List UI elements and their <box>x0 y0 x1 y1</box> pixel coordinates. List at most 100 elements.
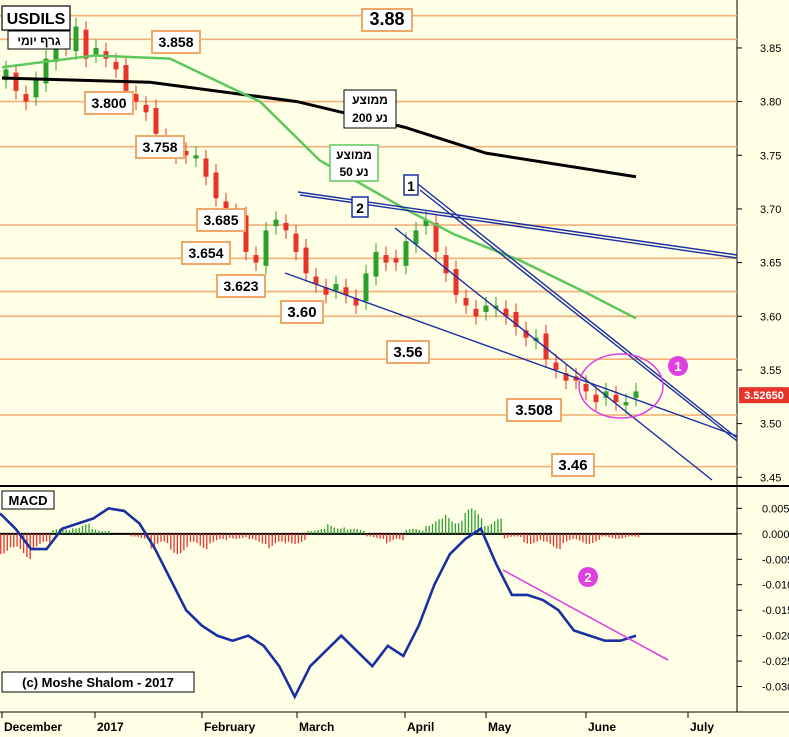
level-label-box <box>280 300 324 324</box>
candle-body <box>363 273 369 302</box>
trend-line <box>284 272 738 437</box>
candle-body <box>493 305 499 309</box>
level-label: 3.623 <box>223 278 258 294</box>
ma200-label-box <box>343 89 397 129</box>
macd-y-tick-label: -0.015 <box>762 605 789 617</box>
macd-y-tick-label: 0.005 <box>762 503 789 515</box>
candle-body <box>623 402 629 406</box>
candle-body <box>243 215 249 252</box>
trend-line <box>394 227 713 481</box>
trend-line <box>419 189 738 442</box>
level-label-box <box>181 241 231 265</box>
candle-body <box>543 333 549 360</box>
level-label-box <box>216 274 266 298</box>
level-label-box <box>386 340 430 364</box>
candle-body <box>123 65 129 91</box>
x-tick-label: March <box>299 720 334 734</box>
candle-body <box>393 258 399 263</box>
ma50-line <box>1 54 637 320</box>
candle-body <box>583 383 589 392</box>
candle-body <box>113 61 119 70</box>
candle-body <box>193 155 199 159</box>
candle-body <box>343 287 349 295</box>
last-price-tag <box>739 387 789 404</box>
candle-body <box>453 269 459 295</box>
candle-body <box>433 222 439 252</box>
candle-body <box>473 308 479 317</box>
ma50-label-box <box>329 144 379 182</box>
level-label-box <box>151 30 201 54</box>
level-label: 3.758 <box>142 139 177 155</box>
level-label: 3.508 <box>515 402 553 419</box>
candle-body <box>43 58 49 84</box>
candle-body <box>133 94 139 102</box>
trendline-1-label-box <box>403 174 419 196</box>
annotation-marker-1 <box>668 356 688 376</box>
candle-body <box>73 26 79 52</box>
x-axis-background <box>0 712 737 737</box>
copyright-text: (c) Moshe Shalom - 2017 <box>22 675 174 690</box>
y-tick-label: 3.50 <box>760 419 781 431</box>
candle-body <box>33 80 39 98</box>
level-label-box <box>135 135 185 159</box>
level-label-box <box>506 398 562 422</box>
level-label-box <box>196 208 246 232</box>
candle-body <box>633 391 639 398</box>
macd-trend-line <box>502 569 669 661</box>
annotation-ellipse <box>578 353 664 419</box>
candle-body <box>523 330 529 338</box>
candle-body <box>23 94 29 102</box>
trend-line <box>297 191 738 256</box>
macd-line <box>0 506 637 700</box>
ma200-label-line2: נע 200 <box>352 111 388 125</box>
macd-title: MACD <box>9 493 48 508</box>
y-tick-label: 3.70 <box>760 204 781 216</box>
candle-body <box>263 230 269 266</box>
macd-y-tick-label: 0.000 <box>762 529 789 541</box>
level-label: 3.654 <box>188 245 223 261</box>
candle-body <box>293 233 299 252</box>
candle-body <box>413 230 419 245</box>
candle-body <box>323 287 329 295</box>
candle-body <box>83 29 89 59</box>
candle-body <box>13 72 19 91</box>
level-label: 3.800 <box>91 95 126 111</box>
candle-body <box>383 255 389 263</box>
candle-body <box>403 241 409 266</box>
candle-body <box>353 298 359 306</box>
candle-body <box>373 251 379 277</box>
ma50-label-line2: נע 50 <box>339 165 368 179</box>
x-tick-label: July <box>690 720 714 734</box>
macd-y-tick-label: -0.030 <box>762 682 789 694</box>
macd-title-box <box>1 490 55 510</box>
candle-body <box>303 247 309 274</box>
x-tick-label: May <box>488 720 512 734</box>
y-axis-background <box>737 0 789 737</box>
candle-body <box>3 69 9 81</box>
macd-y-tick-label: -0.020 <box>762 631 789 643</box>
trendline-2-label: 2 <box>356 200 364 216</box>
y-tick-label: 3.65 <box>760 258 781 270</box>
candle-body <box>603 391 609 398</box>
candle-body <box>513 311 519 327</box>
candle-body <box>273 219 279 227</box>
trendline-2-label-box <box>351 196 369 218</box>
ma200-label-line1: ממוצע <box>352 93 388 107</box>
macd-y-tick-label: -0.025 <box>762 656 789 668</box>
candle-body <box>503 308 509 317</box>
ma50-label-line1: ממוצע <box>336 148 372 162</box>
subtitle-box <box>7 30 71 50</box>
candle-body <box>203 158 209 177</box>
x-tick-label: June <box>588 720 616 734</box>
last-price-label: 3.52650 <box>744 390 784 402</box>
macd-y-tick-label: -0.010 <box>762 580 789 592</box>
level-label-box <box>84 91 134 115</box>
trend-line <box>417 183 738 439</box>
y-tick-label: 3.80 <box>760 97 781 109</box>
y-tick-label: 3.55 <box>760 365 781 377</box>
copyright-box <box>1 671 195 693</box>
candle-body <box>423 219 429 227</box>
level-label: 3.46 <box>558 457 587 474</box>
annotation-marker-2-label: 2 <box>584 570 591 585</box>
